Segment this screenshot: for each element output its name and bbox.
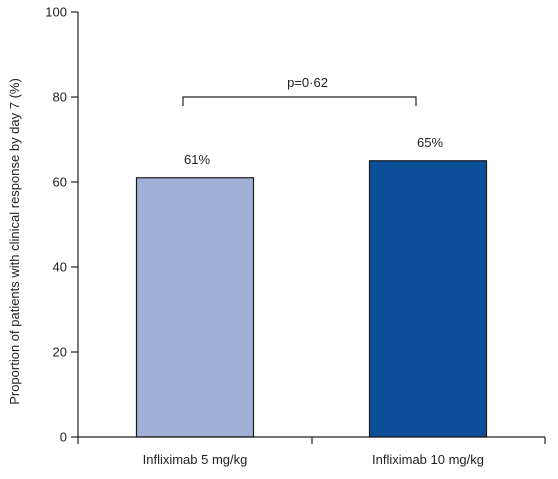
data-label-0: 61% (184, 152, 210, 167)
y-tick-label-20: 20 (53, 345, 67, 360)
category-label-1: Infliximab 10 mg/kg (372, 452, 484, 467)
bar-0 (135, 177, 255, 438)
y-tick-label-40: 40 (53, 260, 67, 275)
y-axis-title: Proportion of patients with clinical res… (7, 78, 22, 405)
y-tick-label-80: 80 (53, 90, 67, 105)
y-tick-label-60: 60 (53, 175, 67, 190)
y-axis-ticks: 0 20 40 60 80 100 (45, 5, 78, 445)
x-axis-ticks: Infliximab 5 mg/kg Infliximab 10 mg/kg (77, 437, 546, 467)
category-label-0: Infliximab 5 mg/kg (143, 452, 248, 467)
bars: 61% 65% (135, 135, 488, 438)
y-tick-label-0: 0 (60, 430, 67, 445)
bar-1 (368, 160, 488, 438)
data-label-1: 65% (417, 135, 443, 150)
p-value-annotation: p=0·62 (287, 75, 328, 90)
significance-bracket (182, 96, 417, 106)
y-tick-label-100: 100 (45, 5, 67, 20)
